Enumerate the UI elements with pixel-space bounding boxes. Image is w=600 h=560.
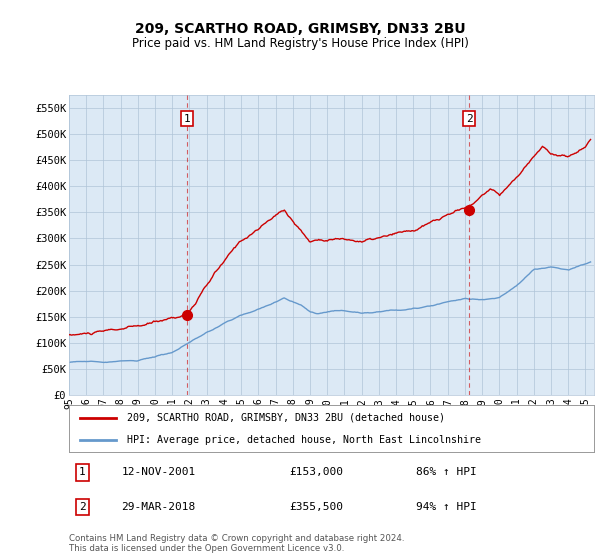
Text: 209, SCARTHO ROAD, GRIMSBY, DN33 2BU: 209, SCARTHO ROAD, GRIMSBY, DN33 2BU <box>134 22 466 36</box>
Text: 86% ↑ HPI: 86% ↑ HPI <box>415 468 476 478</box>
Text: £355,500: £355,500 <box>290 502 343 512</box>
Text: 94% ↑ HPI: 94% ↑ HPI <box>415 502 476 512</box>
Text: HPI: Average price, detached house, North East Lincolnshire: HPI: Average price, detached house, Nort… <box>127 435 481 445</box>
Text: 29-MAR-2018: 29-MAR-2018 <box>121 502 196 512</box>
Text: 1: 1 <box>184 114 191 124</box>
Text: 209, SCARTHO ROAD, GRIMSBY, DN33 2BU (detached house): 209, SCARTHO ROAD, GRIMSBY, DN33 2BU (de… <box>127 413 445 423</box>
Text: 2: 2 <box>466 114 473 124</box>
Text: 12-NOV-2001: 12-NOV-2001 <box>121 468 196 478</box>
Text: £153,000: £153,000 <box>290 468 343 478</box>
Text: 1: 1 <box>79 468 86 478</box>
Text: Price paid vs. HM Land Registry's House Price Index (HPI): Price paid vs. HM Land Registry's House … <box>131 37 469 50</box>
Text: Contains HM Land Registry data © Crown copyright and database right 2024.
This d: Contains HM Land Registry data © Crown c… <box>69 534 404 553</box>
Text: 2: 2 <box>79 502 86 512</box>
